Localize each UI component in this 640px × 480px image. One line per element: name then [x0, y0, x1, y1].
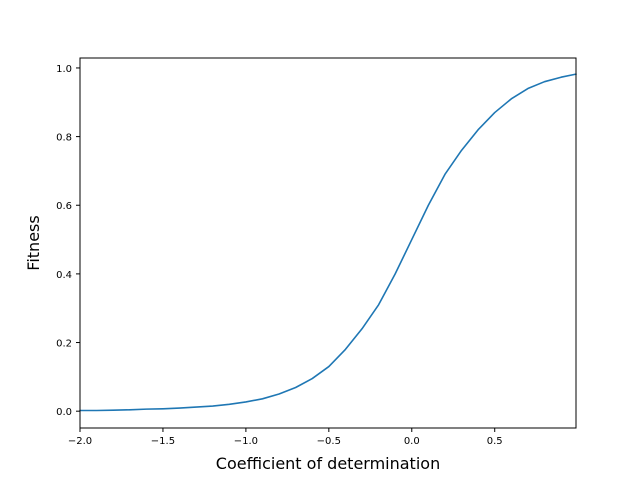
axes-frame	[79, 57, 577, 429]
x-tick-label: −2.0	[68, 436, 92, 447]
series-line	[79, 73, 577, 412]
y-tick-label: 0.8	[56, 133, 72, 144]
x-tick-label: 0.5	[487, 436, 503, 447]
y-tick-label: 1.0	[56, 64, 72, 75]
x-tick-label: −1.5	[151, 436, 175, 447]
x-tick-label: 0.0	[404, 436, 420, 447]
x-axis-ticks: −2.0 −1.5 −1.0 −0.5 0.0 0.5	[68, 428, 503, 447]
x-tick-label: −1.0	[234, 436, 258, 447]
plot-area	[79, 73, 577, 412]
x-tick-label: −0.5	[317, 436, 341, 447]
x-axis-label: Coefficient of determination	[216, 454, 440, 473]
y-axis-label: Fitness	[24, 215, 43, 270]
y-tick-label: 0.2	[56, 339, 72, 350]
y-tick-label: 0.4	[56, 270, 72, 281]
y-tick-label: 0.6	[56, 201, 72, 212]
y-tick-label: 0.0	[56, 407, 72, 418]
y-axis-ticks: 0.0 0.2 0.4 0.6 0.8 1.0	[56, 64, 80, 418]
